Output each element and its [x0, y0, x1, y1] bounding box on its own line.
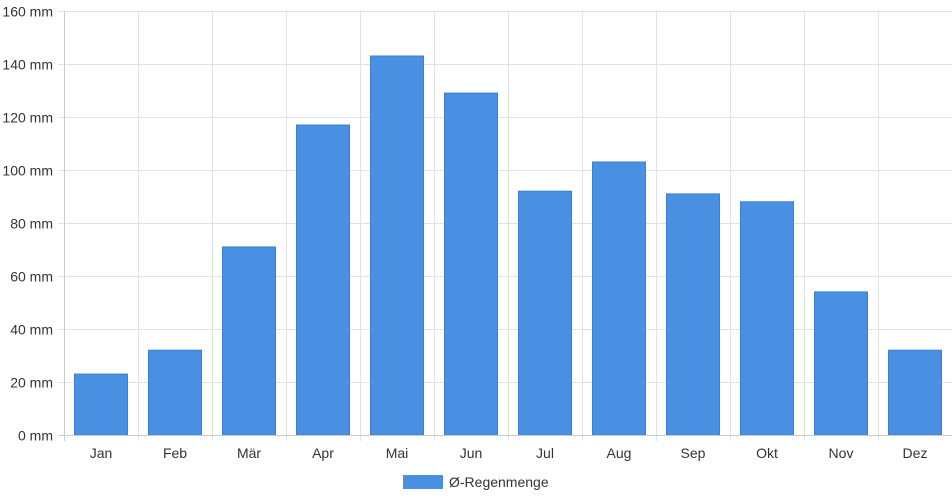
bar-aug — [592, 161, 646, 436]
x-tick-label: Jun — [460, 445, 483, 461]
y-tick-label: 60 mm — [10, 269, 53, 285]
x-tick-label: Mai — [386, 445, 409, 461]
labels-layer: 0 mm 20 mm 40 mm 60 mm 80 mm 100 mm 120 mm 140 … — [2, 4, 927, 462]
y-tick-label: 160 mm — [2, 4, 53, 20]
y-tick-label: 140 mm — [2, 57, 53, 73]
y-tick-label: 40 mm — [10, 322, 53, 338]
y-tick-label: 0 mm — [18, 428, 53, 444]
x-tick-label: Nov — [829, 445, 854, 461]
bar-okt — [740, 201, 794, 436]
axis-layer — [58, 11, 952, 441]
bar-mär — [222, 246, 276, 436]
bar-feb — [148, 349, 202, 436]
bar-dez — [888, 349, 942, 436]
y-tick-label: 120 mm — [2, 110, 53, 126]
bars-layer — [74, 55, 942, 436]
x-tick-label: Apr — [312, 445, 334, 461]
x-tick-label: Sep — [681, 445, 706, 461]
x-tick-label: Okt — [756, 445, 778, 461]
x-tick-label: Dez — [903, 445, 928, 461]
legend-swatch — [403, 475, 443, 489]
x-tick-label: Mär — [237, 445, 261, 461]
bar-jun — [444, 92, 498, 436]
y-tick-label: 100 mm — [2, 163, 53, 179]
bar-jan — [74, 373, 128, 436]
y-tick-label: 20 mm — [10, 375, 53, 391]
bar-jul — [518, 190, 572, 436]
x-tick-label: Feb — [163, 445, 187, 461]
grid-layer — [58, 11, 952, 441]
x-tick-label: Jul — [536, 445, 554, 461]
legend[interactable]: Ø-Regenmenge — [403, 473, 549, 491]
bar-mai — [370, 55, 424, 436]
x-tick-label: Jan — [90, 445, 113, 461]
y-tick-label: 80 mm — [10, 216, 53, 232]
bar-apr — [296, 124, 350, 436]
x-tick-label: Aug — [607, 445, 632, 461]
legend-label: Ø-Regenmenge — [449, 474, 549, 490]
bar-nov — [814, 291, 868, 436]
bar-sep — [666, 193, 720, 436]
